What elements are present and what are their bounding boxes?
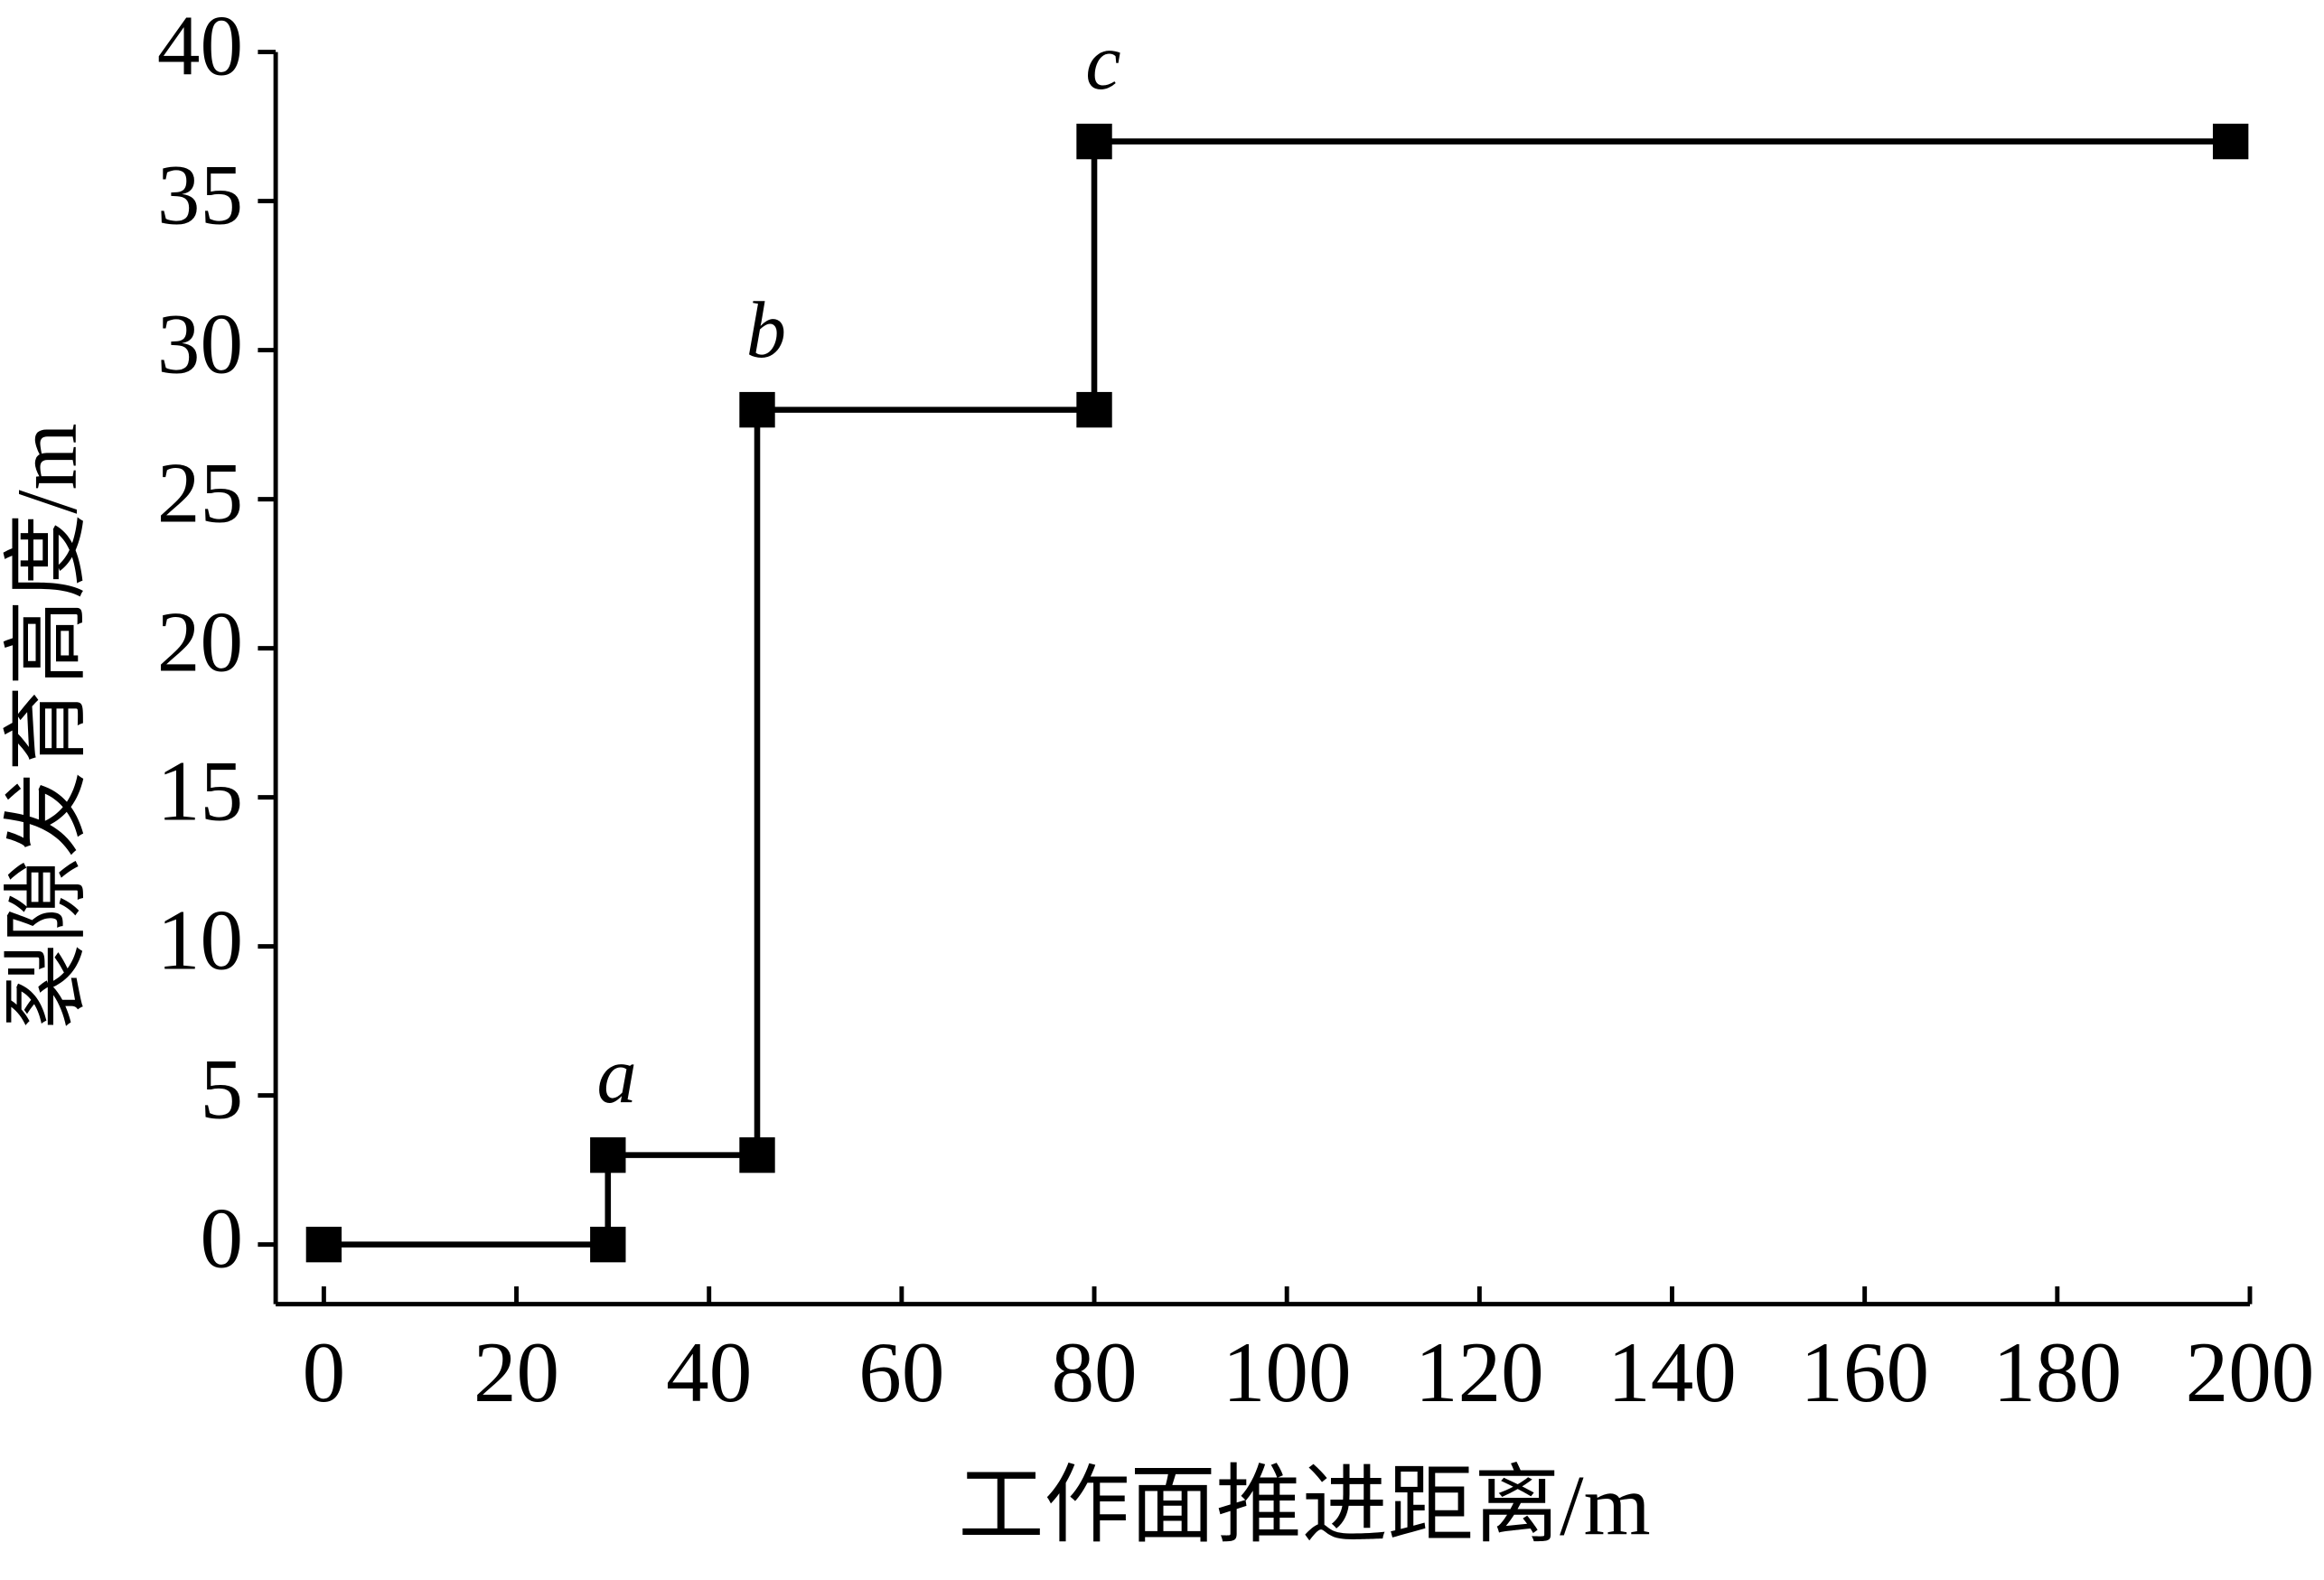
y-tick-label: 40: [157, 0, 243, 94]
data-point: [739, 391, 775, 428]
y-tick-label: 15: [157, 743, 243, 839]
x-tick-label: 160: [1800, 1324, 1929, 1420]
y-tick-label: 25: [157, 445, 243, 541]
y-tick-label: 30: [157, 296, 243, 392]
x-tick-label: 80: [1051, 1324, 1137, 1420]
data-point: [590, 1226, 626, 1263]
y-tick-label: 35: [157, 147, 243, 243]
x-tick-label: 40: [666, 1324, 752, 1420]
x-tick-label: 120: [1415, 1324, 1544, 1420]
y-tick-label: 20: [157, 594, 243, 690]
x-tick-label: 0: [303, 1324, 346, 1420]
annotation: c: [1085, 18, 1120, 107]
data-point: [590, 1136, 626, 1173]
x-tick-label: 200: [2186, 1324, 2315, 1420]
y-tick-label: 10: [157, 893, 243, 988]
x-tick-label: 180: [1992, 1324, 2122, 1420]
annotation: a: [596, 1032, 636, 1120]
data-point: [1076, 123, 1112, 160]
y-tick-label: 0: [200, 1191, 243, 1286]
y-tick-label: 5: [200, 1042, 243, 1137]
annotation: b: [746, 286, 786, 375]
data-point: [739, 1136, 775, 1173]
x-tick-label: 60: [858, 1324, 944, 1420]
data-point: [1076, 391, 1112, 428]
data-point: [305, 1226, 342, 1263]
x-tick-label: 20: [473, 1324, 559, 1420]
x-tick-label: 140: [1607, 1324, 1737, 1420]
data-point: [2212, 123, 2249, 160]
x-axis-label: 工作面推进距离/m: [958, 1457, 1650, 1553]
x-tick-label: 100: [1223, 1324, 1352, 1420]
y-axis-label: 裂隙发育高度/m: [0, 423, 95, 1029]
